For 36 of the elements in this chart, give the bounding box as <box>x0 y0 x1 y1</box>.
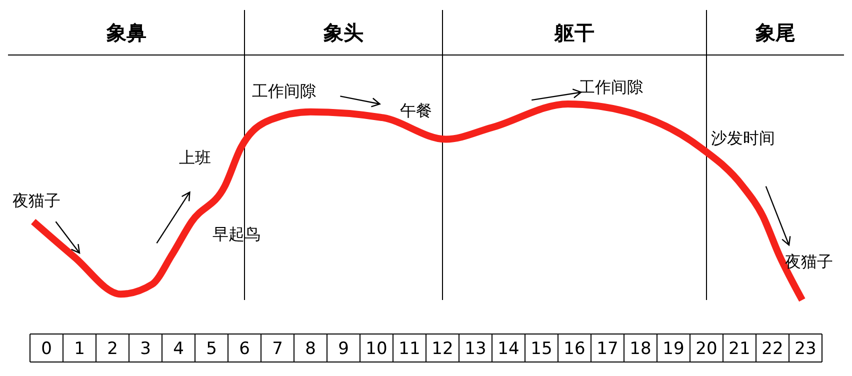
x-tick-label: 4 <box>173 339 184 359</box>
annotation: 早起鸟 <box>212 224 260 244</box>
x-tick-label: 15 <box>530 339 552 359</box>
x-tick-label: 8 <box>305 339 316 359</box>
x-tick-label: 3 <box>140 339 151 359</box>
x-tick-label: 17 <box>596 339 618 359</box>
x-tick-label: 6 <box>239 339 250 359</box>
x-tick-label: 18 <box>630 339 652 359</box>
x-tick-label: 5 <box>206 339 217 359</box>
x-tick-label: 1 <box>74 339 85 359</box>
x-tick-label: 0 <box>41 339 52 359</box>
annotation: 上班 <box>179 148 211 167</box>
text: 象头 <box>322 20 364 44</box>
x-tick-label: 21 <box>728 339 750 359</box>
x-tick-label: 7 <box>272 339 283 359</box>
x-tick-label: 20 <box>696 339 718 359</box>
x-tick-label: 19 <box>662 339 684 359</box>
x-tick-label: 2 <box>107 339 118 359</box>
x-tick-label: 23 <box>794 339 816 359</box>
x-tick-label: 9 <box>338 339 349 359</box>
text: 工作间隙 <box>578 77 643 96</box>
x-tick-label: 13 <box>464 339 486 359</box>
text: 躯干 <box>554 20 594 44</box>
x-tick-label: 11 <box>398 339 420 359</box>
x-tick-label: 14 <box>498 339 520 359</box>
text: 象鼻 <box>105 20 146 44</box>
text: 象尾 <box>754 20 796 44</box>
annotation: 午餐 <box>400 100 432 120</box>
text: 工作间隙 <box>252 81 316 100</box>
x-tick-label: 22 <box>762 339 784 359</box>
x-tick-label: 12 <box>432 339 454 359</box>
x-tick-label: 16 <box>564 339 586 359</box>
annotation: 沙发时间 <box>710 128 775 148</box>
annotation: 夜猫子 <box>12 191 61 210</box>
x-tick-label: 10 <box>366 339 388 359</box>
annotation: 夜猫子 <box>784 252 833 271</box>
